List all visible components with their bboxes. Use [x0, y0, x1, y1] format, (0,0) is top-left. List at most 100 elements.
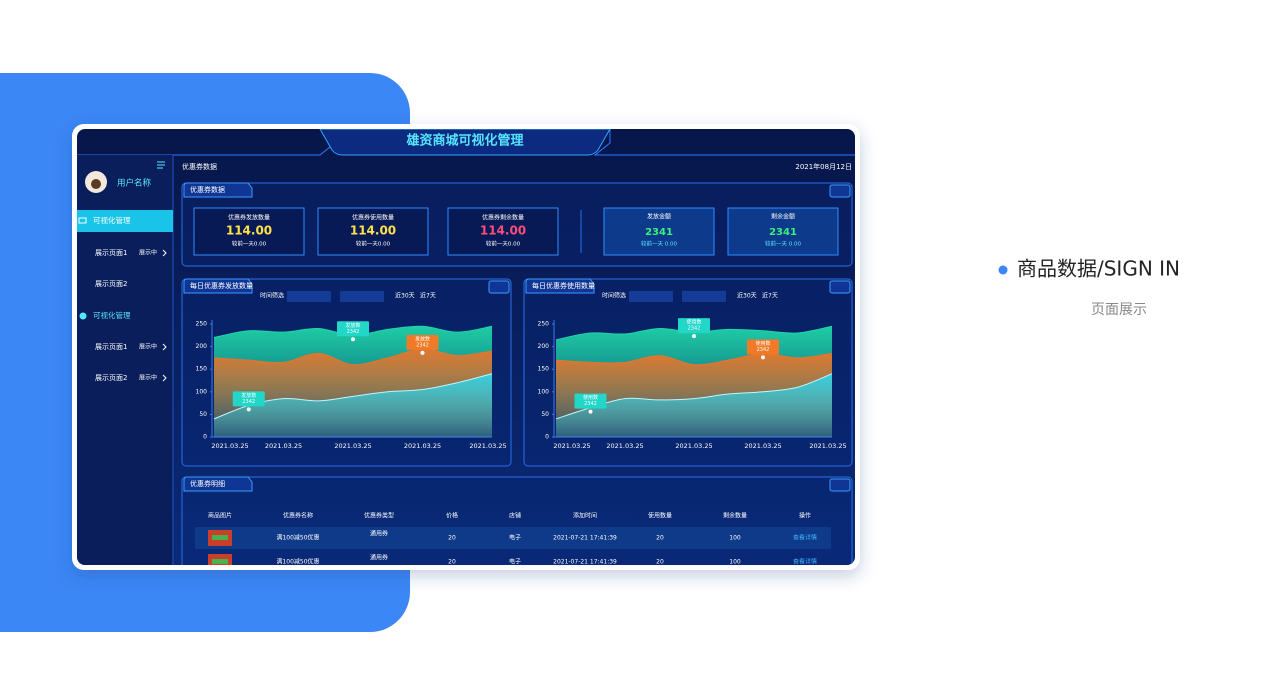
y-tick-label: 50 [199, 411, 207, 418]
filter-label: 时间筛选 [602, 292, 626, 300]
panel-title: 每日优惠券使用数量 [532, 281, 595, 290]
range-option: 近30天 [737, 292, 757, 300]
x-tick-label: 2021.03.25 [211, 442, 248, 450]
showcase-title: 商品数据/SIGN IN [1017, 257, 1180, 281]
header-title: 雄资商城可视化管理 [405, 133, 523, 149]
stat-note: 较前一天 0.00 [765, 240, 801, 248]
stat-label: 优惠券剩余数量 [482, 214, 524, 222]
table-header: 剩余数量 [723, 512, 747, 520]
tooltip [678, 318, 710, 334]
stat-value: 2341 [769, 227, 797, 238]
menu-status: 展示中 [139, 343, 157, 351]
panel-icon [829, 184, 851, 198]
table-cell: 满100减50优惠 [276, 534, 319, 542]
table-cell: 2021-07-21 17:41:39 [553, 535, 617, 542]
y-tick-label: 0 [545, 434, 549, 441]
stat-label: 优惠券使用数量 [352, 214, 394, 222]
toolbar-date: 2021年08月12日 [795, 162, 852, 171]
tooltip-value: 2342 [688, 326, 701, 332]
stat-note: 较前一天0.00 [486, 240, 521, 248]
area-line [555, 352, 833, 366]
table-link[interactable]: 查看详情 [793, 558, 817, 566]
panel-title: 每日优惠券发放数量 [190, 281, 253, 290]
tooltip-dot [420, 350, 425, 355]
stat-card [193, 207, 305, 256]
tooltip-dot [588, 409, 593, 414]
y-tick-label: 200 [196, 343, 208, 350]
tooltip-label: 使用数 [686, 319, 701, 326]
tooltip-label: 发放数 [241, 392, 256, 399]
y-tick-label: 200 [538, 343, 550, 350]
y-tick-label: 100 [196, 388, 208, 395]
panel-icon [488, 280, 510, 294]
table-cell: 通用券 [370, 554, 388, 562]
stat-value: 114.00 [350, 224, 396, 238]
tooltip [337, 321, 369, 337]
stat-value: 114.00 [480, 224, 526, 238]
table-header: 商品图片 [208, 512, 232, 520]
table-link[interactable]: 查看详情 [793, 534, 817, 542]
panel-icon [829, 280, 851, 294]
tooltip [574, 393, 607, 409]
table-cell: 通用券 [370, 530, 388, 538]
tooltip-label: 发放数 [415, 335, 430, 342]
tooltip-label: 发放数 [345, 322, 360, 329]
menu-group: 可视化管理 [93, 310, 131, 320]
chevron [162, 374, 167, 382]
menu-group: 可视化管理 [93, 215, 131, 225]
y-tick-label: 100 [538, 388, 550, 395]
range-option: 近7天 [762, 292, 778, 300]
table-cell: 20 [448, 559, 456, 566]
table-header: 操作 [799, 512, 811, 520]
chevron [162, 343, 167, 351]
x-tick-label: 2021.03.25 [744, 442, 781, 450]
menu-status: 展示中 [139, 374, 157, 382]
table-cell: 电子 [509, 534, 521, 542]
tooltip-value: 2342 [242, 399, 255, 405]
date-input [629, 291, 673, 302]
tooltip [406, 334, 439, 350]
menu-status: 展示中 [139, 249, 157, 257]
stat-value: 2341 [645, 227, 673, 238]
tooltip-dot [246, 407, 251, 412]
y-tick-label: 150 [196, 366, 208, 373]
product-image-detail [212, 535, 228, 540]
tooltip-value: 2342 [416, 342, 429, 348]
table-header: 店铺 [509, 512, 521, 520]
panel-title: 优惠券明细 [190, 479, 225, 488]
stat-card [727, 207, 839, 256]
date-input [682, 291, 726, 302]
table-cell: 20 [656, 559, 664, 566]
menu-item: 展示页面1 [95, 343, 127, 351]
y-tick-label: 250 [538, 321, 550, 328]
stat-note: 较前一天 0.00 [641, 240, 677, 248]
stat-note: 较前一天0.00 [356, 240, 391, 248]
panel-title: 优惠券数据 [190, 185, 225, 194]
stat-label: 优惠券发放数量 [228, 214, 270, 222]
row-highlight [195, 527, 831, 549]
tooltip-value: 2342 [347, 329, 360, 335]
y-tick-label: 250 [196, 321, 208, 328]
panel-tab [525, 278, 595, 294]
user-name: 用户名称 [117, 178, 152, 189]
range-option: 近30天 [395, 292, 415, 300]
table-header: 优惠券类型 [364, 512, 394, 520]
area [556, 373, 832, 437]
tooltip-dot [692, 334, 696, 339]
stat-card [447, 207, 559, 256]
x-tick-label: 2021.03.25 [334, 442, 371, 450]
tooltip [232, 391, 265, 407]
menu-item: 展示页面2 [95, 280, 127, 288]
tooltip-label: 使用数 [583, 394, 598, 401]
table-cell: 满100减50优惠 [276, 558, 319, 566]
stat-note: 较前一天0.00 [232, 240, 267, 248]
x-tick-label: 2021.03.25 [606, 442, 643, 450]
table-cell: 100 [729, 559, 741, 566]
y-tick-label: 0 [203, 434, 207, 441]
tooltip-value: 2342 [757, 347, 770, 353]
area-line [213, 348, 493, 366]
table-header: 添加时间 [573, 512, 597, 520]
tooltip-value: 2342 [584, 401, 597, 407]
table-header: 优惠券名称 [283, 512, 313, 520]
